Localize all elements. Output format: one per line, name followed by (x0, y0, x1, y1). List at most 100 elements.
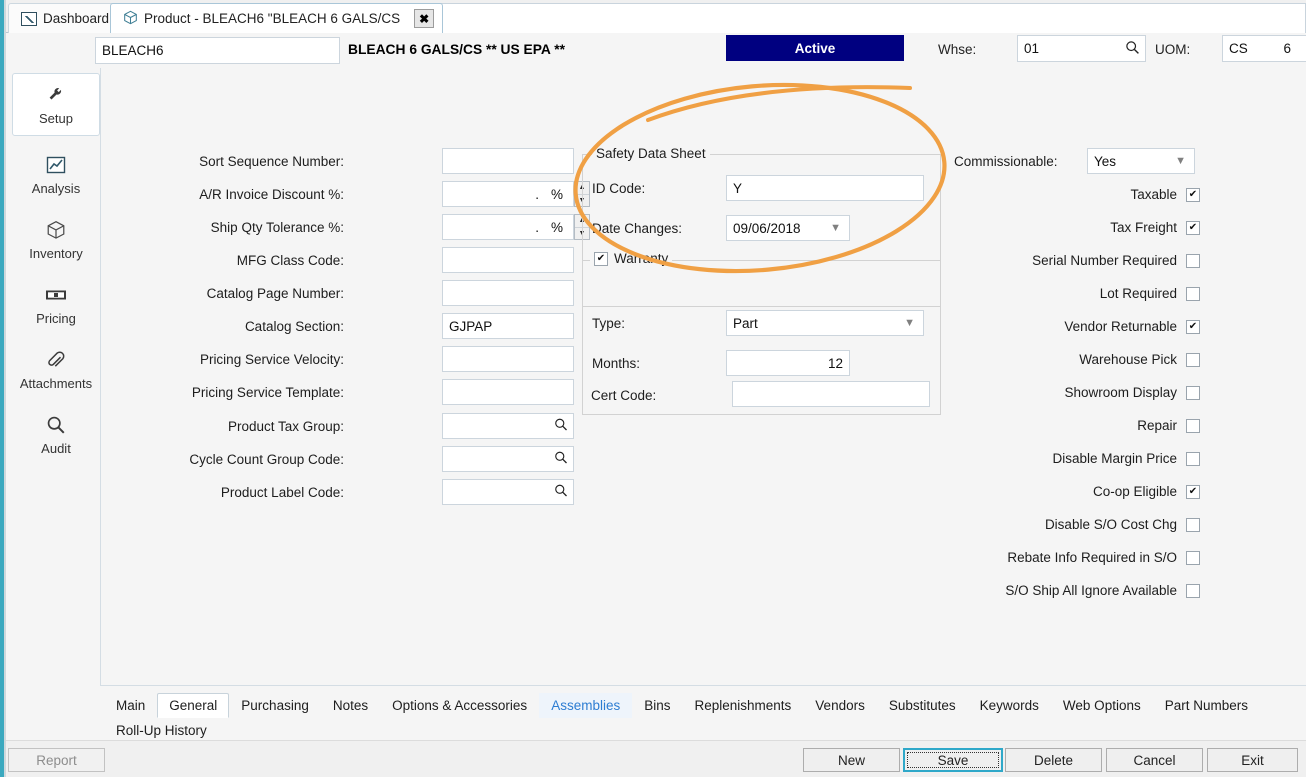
catalog-section-value: GJPAP (449, 318, 493, 334)
chevron-down-icon[interactable]: ▼ (830, 222, 841, 234)
product-label-code-input[interactable] (442, 479, 574, 505)
tab-substitutes[interactable]: Substitutes (877, 693, 968, 718)
ar-invoice-discount-input[interactable]: . % (442, 181, 574, 207)
warranty-months-label: Months: (592, 356, 641, 371)
tab-substitutes-label: Substitutes (888, 698, 956, 713)
tab-web-options[interactable]: Web Options (1051, 693, 1153, 718)
checkbox-warehouse-pick[interactable] (1186, 352, 1200, 367)
new-button-label: New (837, 752, 865, 768)
new-button[interactable]: New (803, 748, 900, 772)
checkbox-vendor-returnable[interactable] (1186, 319, 1200, 334)
window-tab-product[interactable]: Product - BLEACH6 "BLEACH 6 GALS/CS ✖ (110, 3, 444, 33)
search-icon (46, 414, 66, 436)
delete-button[interactable]: Delete (1005, 748, 1102, 772)
whse-input[interactable]: 01 (1017, 35, 1146, 62)
window-tab-dashboard[interactable]: Dashboard (8, 3, 123, 33)
checkbox-disable-so-cost-chg[interactable] (1186, 517, 1200, 532)
cert-code-input[interactable] (732, 381, 930, 407)
warranty-months-input[interactable]: 12 (726, 350, 850, 376)
sidebar-item-inventory[interactable]: Inventory (12, 208, 100, 271)
warranty-type-select[interactable]: Part ▼ (726, 310, 924, 336)
chevron-down-icon[interactable]: ▼ (1175, 155, 1186, 167)
product-code-input[interactable]: BLEACH6 (95, 37, 340, 64)
checkbox-taxable[interactable] (1186, 187, 1200, 202)
warranty-checkbox[interactable] (594, 251, 608, 266)
chevron-down-icon[interactable]: ▼ (904, 317, 915, 329)
search-icon[interactable] (554, 418, 568, 435)
checkbox-disable-margin-price[interactable] (1186, 451, 1200, 466)
commissionable-label: Commissionable: (954, 154, 1058, 169)
sds-id-code-input[interactable]: Y (726, 175, 924, 201)
checkbox-row-tax-freight[interactable]: Tax Freight (1110, 220, 1200, 235)
ship-qty-percent-symbol: % (550, 219, 563, 235)
checkbox-label-rebate-info-required: Rebate Info Required in S/O (1007, 550, 1177, 565)
search-icon[interactable] (554, 484, 568, 501)
sds-date-changes-label: Date Changes: (592, 221, 683, 236)
checkbox-co-op-eligible[interactable] (1186, 484, 1200, 499)
sort-sequence-number-input[interactable] (442, 148, 574, 174)
commissionable-select[interactable]: Yes ▼ (1087, 148, 1195, 174)
cancel-button[interactable]: Cancel (1106, 748, 1203, 772)
checkbox-lot-required[interactable] (1186, 286, 1200, 301)
checkbox-row-repair[interactable]: Repair (1137, 418, 1200, 433)
checkbox-row-disable-margin-price[interactable]: Disable Margin Price (1052, 451, 1200, 466)
tab-roll-up-history[interactable]: Roll-Up History (104, 718, 219, 743)
checkbox-row-showroom-display[interactable]: Showroom Display (1064, 385, 1200, 400)
product-tax-group-input[interactable] (442, 413, 574, 439)
window-tab-strip: Dashboard Product - BLEACH6 "BLEACH 6 GA… (0, 0, 1306, 33)
wrench-icon (46, 84, 66, 106)
checkbox-showroom-display[interactable] (1186, 385, 1200, 400)
sidebar-item-pricing[interactable]: Pricing (12, 273, 100, 336)
checkbox-serial-number-required[interactable] (1186, 253, 1200, 268)
checkbox-row-taxable[interactable]: Taxable (1130, 187, 1200, 202)
search-icon[interactable] (1125, 40, 1140, 58)
checkbox-rebate-info-required[interactable] (1186, 550, 1200, 565)
checkbox-row-co-op-eligible[interactable]: Co-op Eligible (1093, 484, 1200, 499)
checkbox-row-serial-number-required[interactable]: Serial Number Required (1032, 253, 1200, 268)
bottom-tab-row-1: Main General Purchasing Notes Options & … (104, 693, 1306, 743)
exit-button[interactable]: Exit (1207, 748, 1298, 772)
cycle-count-group-code-input[interactable] (442, 446, 574, 472)
save-button[interactable]: Save (903, 748, 1003, 772)
search-icon[interactable] (554, 451, 568, 468)
sds-date-changes-select[interactable]: 09/06/2018 ▼ (726, 215, 850, 241)
checkbox-row-warehouse-pick[interactable]: Warehouse Pick (1079, 352, 1200, 367)
tab-vendors[interactable]: Vendors (803, 693, 877, 718)
sidebar-item-audit-label: Audit (41, 440, 71, 456)
checkbox-so-ship-all-ignore-available[interactable] (1186, 583, 1200, 598)
close-icon[interactable]: ✖ (414, 9, 435, 28)
tab-notes[interactable]: Notes (321, 693, 380, 718)
checkbox-row-rebate-info-required[interactable]: Rebate Info Required in S/O (1007, 550, 1200, 565)
sidebar-item-setup[interactable]: Setup (12, 73, 100, 136)
catalog-page-number-input[interactable] (442, 280, 574, 306)
checkbox-row-lot-required[interactable]: Lot Required (1100, 286, 1200, 301)
tab-keywords[interactable]: Keywords (968, 693, 1051, 718)
checkbox-row-vendor-returnable[interactable]: Vendor Returnable (1064, 319, 1200, 334)
tab-options-accessories[interactable]: Options & Accessories (380, 693, 539, 718)
tab-purchasing[interactable]: Purchasing (229, 693, 321, 718)
report-button[interactable]: Report (8, 748, 105, 772)
pricing-service-template-input[interactable] (442, 379, 574, 405)
sidebar-item-analysis[interactable]: Analysis (12, 143, 100, 206)
checkbox-row-disable-so-cost-chg[interactable]: Disable S/O Cost Chg (1045, 517, 1200, 532)
sidebar-item-audit[interactable]: Audit (12, 403, 100, 466)
warranty-type-label: Type: (592, 316, 626, 331)
ship-qty-tolerance-input[interactable]: . % (442, 214, 574, 240)
sidebar-item-attachments[interactable]: Attachments (12, 338, 100, 401)
warranty-legend[interactable]: Warranty (590, 251, 673, 266)
sidebar: Setup Analysis Inventory (6, 68, 100, 740)
tab-bins[interactable]: Bins (632, 693, 682, 718)
tab-replenishments[interactable]: Replenishments (682, 693, 803, 718)
catalog-section-input[interactable]: GJPAP (442, 313, 574, 339)
tab-part-numbers[interactable]: Part Numbers (1153, 693, 1260, 718)
pricing-service-velocity-input[interactable] (442, 346, 574, 372)
tab-main[interactable]: Main (104, 693, 157, 718)
status-badge-label: Active (794, 40, 836, 56)
mfg-class-code-input[interactable] (442, 247, 574, 273)
uom-input[interactable]: CS 6 (1222, 35, 1306, 62)
tab-general[interactable]: General (157, 693, 230, 718)
checkbox-repair[interactable] (1186, 418, 1200, 433)
tab-assemblies[interactable]: Assemblies (539, 693, 633, 718)
checkbox-tax-freight[interactable] (1186, 220, 1200, 235)
checkbox-row-so-ship-all-ignore-available[interactable]: S/O Ship All Ignore Available (1005, 583, 1200, 598)
